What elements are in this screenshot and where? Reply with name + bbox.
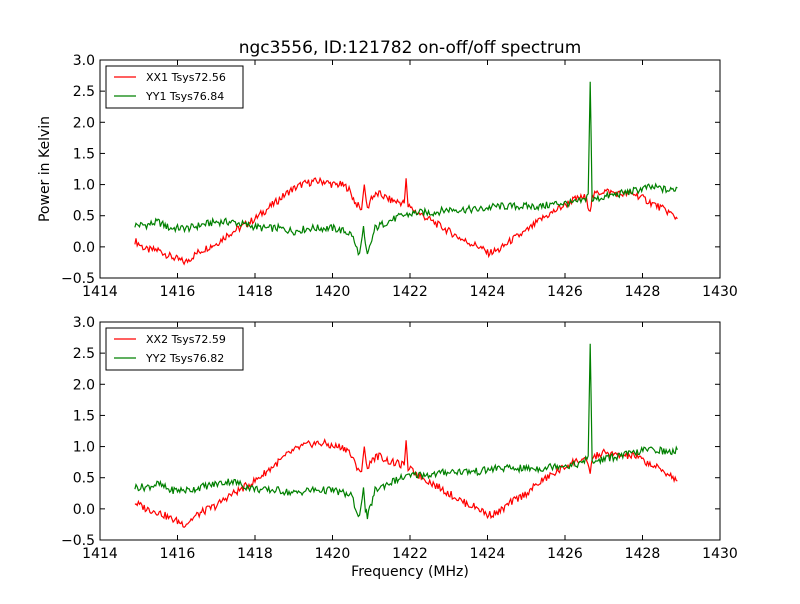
top-spectrum-panel: 1414 1416 1418 1420 1422 1424 1426 1428 1430 −0.5…	[61, 53, 738, 300]
x-tick-label: 1428	[625, 284, 661, 300]
x-tick-label: 1420	[315, 284, 351, 300]
legend-entry: XX2 Tsys72.59	[146, 333, 226, 346]
shared-x-axis-label: Frequency (MHz)	[351, 564, 469, 580]
y-tick-label: 3.0	[73, 315, 95, 331]
x-tick-label: 1418	[237, 546, 273, 562]
y-tick-label: 1.0	[73, 440, 95, 456]
y-tick-label: 1.5	[73, 146, 95, 162]
shared-y-axis-label: Power in Kelvin	[37, 116, 53, 222]
x-tick-label: 1414	[82, 546, 118, 562]
y-tick-label: 0.0	[73, 502, 95, 518]
x-tick-label: 1426	[547, 546, 583, 562]
x-tick-label: 1418	[237, 284, 273, 300]
series-line-xx2	[134, 437, 678, 529]
y-tick-label: 1.0	[73, 178, 95, 194]
y-tick-label: −0.5	[61, 271, 95, 287]
legend-entry: XX1 Tsys72.56	[146, 71, 226, 84]
y-tick-label: 2.5	[73, 346, 95, 362]
y-tick-label: 2.0	[73, 115, 95, 131]
figure-title: ngc3556, ID:121782 on-off/off spectrum	[239, 38, 582, 58]
series-line-xx1	[134, 176, 678, 266]
x-tick-label: 1414	[82, 284, 118, 300]
x-tick-label: 1424	[470, 284, 506, 300]
x-tick-label: 1430	[702, 546, 738, 562]
x-tick-label: 1428	[625, 546, 661, 562]
y-tick-label: 2.0	[73, 377, 95, 393]
x-tick-label: 1422	[392, 284, 428, 300]
y-tick-label: 0.5	[73, 471, 95, 487]
x-tick-label: 1422	[392, 546, 428, 562]
x-tick-label: 1416	[160, 546, 196, 562]
y-tick-label: 1.5	[73, 408, 95, 424]
legend-entry: YY1 Tsys76.84	[145, 90, 224, 103]
bottom-spectrum-panel: 1414 1416 1418 1420 1422 1424 1426 1428 1430 −0.5…	[61, 315, 738, 562]
legend-entry: YY2 Tsys76.82	[145, 352, 224, 365]
series-line-yy1	[134, 81, 678, 256]
y-tick-label: 0.0	[73, 240, 95, 256]
y-tick-label: 3.0	[73, 53, 95, 69]
legend-box	[105, 65, 244, 109]
x-tick-label: 1430	[702, 284, 738, 300]
y-tick-label: 2.5	[73, 84, 95, 100]
y-tick-label: 0.5	[73, 209, 95, 225]
x-tick-label: 1426	[547, 284, 583, 300]
x-tick-label: 1424	[470, 546, 506, 562]
x-tick-label: 1416	[160, 284, 196, 300]
legend: XX1 Tsys72.56 YY1 Tsys76.84	[105, 65, 244, 109]
x-tick-label: 1420	[315, 546, 351, 562]
series-line-yy2	[134, 343, 678, 520]
legend: XX2 Tsys72.59 YY2 Tsys76.82	[105, 327, 244, 371]
y-tick-label: −0.5	[61, 533, 95, 549]
legend-box	[105, 327, 244, 371]
